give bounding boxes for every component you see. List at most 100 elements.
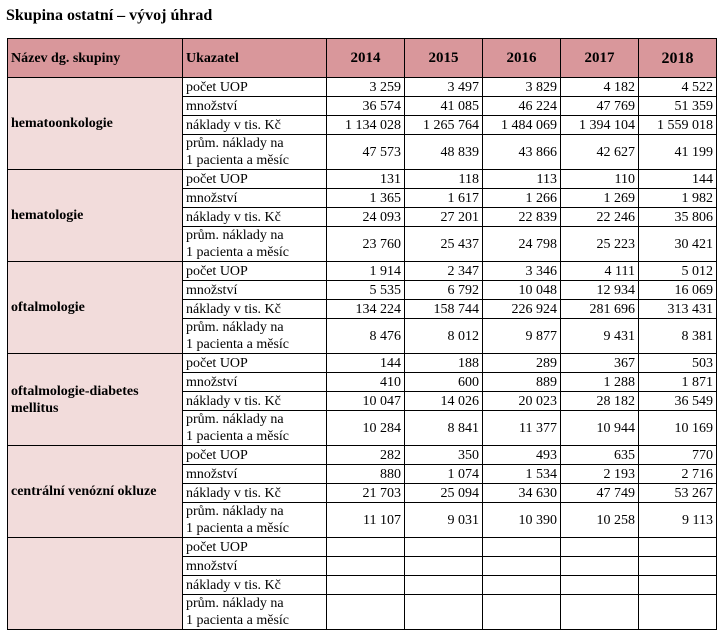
- value-cell: 350: [404, 445, 483, 465]
- value-cell: 144: [326, 353, 405, 373]
- value-cell: 134 224: [326, 299, 405, 319]
- value-cell: [404, 575, 483, 595]
- indicator-cell: množství: [182, 280, 327, 300]
- value-cell: 8 841: [404, 410, 483, 446]
- value-cell: [326, 537, 405, 557]
- value-cell: 1 266: [482, 188, 561, 208]
- value-cell: 36 549: [638, 391, 717, 411]
- value-cell: [638, 537, 717, 557]
- reimbursement-table: Název dg. skupiny Ukazatel 2014 2015 201…: [7, 38, 717, 630]
- value-cell: 1 074: [404, 464, 483, 484]
- value-cell: 9 113: [638, 502, 717, 538]
- table-row: prům. náklady na 1 pacienta a měsíc 10 284…: [8, 410, 717, 446]
- indicator-cell: počet UOP: [182, 537, 327, 557]
- value-cell: 8 381: [638, 318, 717, 354]
- indicator-line: 1 pacienta a měsíc: [186, 429, 290, 444]
- value-cell: 313 431: [638, 299, 717, 319]
- indicator-cell: náklady v tis. Kč: [182, 299, 327, 319]
- value-cell: 27 201: [404, 207, 483, 227]
- value-cell: 2 193: [560, 464, 639, 484]
- indicator-cell: množství: [182, 464, 327, 484]
- value-cell: [404, 556, 483, 576]
- value-cell: 4 182: [560, 77, 639, 97]
- value-cell: 3 497: [404, 77, 483, 97]
- value-cell: 3 259: [326, 77, 405, 97]
- header-group-name: Název dg. skupiny: [7, 38, 183, 78]
- indicator-cell: náklady v tis. Kč: [182, 207, 327, 227]
- indicator-cell: množství: [182, 188, 327, 208]
- value-cell: 10 944: [560, 410, 639, 446]
- table-row: prům. náklady na 1 pacienta a měsíc 47 573…: [8, 134, 717, 170]
- value-cell: 41 199: [638, 134, 717, 170]
- table-row: oftalmologie počet UOP 1 914 2 347 3 346 4 11…: [7, 261, 717, 354]
- value-cell: 47 769: [560, 96, 639, 116]
- value-cell: 5 535: [326, 280, 405, 300]
- group-name-cell: centrální venózní okluze: [7, 445, 183, 538]
- value-cell: 1 982: [638, 188, 717, 208]
- table-row: náklady v tis. Kč 10 047 14 026 20 023 28 18…: [8, 391, 717, 411]
- value-cell: 10 284: [326, 410, 405, 446]
- value-cell: 9 431: [560, 318, 639, 354]
- value-cell: 5 012: [638, 261, 717, 281]
- value-cell: 1 394 104: [560, 115, 639, 135]
- value-cell: 10 047: [326, 391, 405, 411]
- value-cell: 4 522: [638, 77, 717, 97]
- value-cell: 1 617: [404, 188, 483, 208]
- indicator-line: 1 pacienta a měsíc: [186, 613, 290, 628]
- value-cell: 51 359: [638, 96, 717, 116]
- value-cell: [326, 594, 405, 630]
- value-cell: 188: [404, 353, 483, 373]
- indicator-cell: prům. náklady na 1 pacienta a měsíc: [182, 318, 327, 354]
- indicator-cell: náklady v tis. Kč: [182, 483, 327, 503]
- value-cell: 25 094: [404, 483, 483, 503]
- value-cell: 10 169: [638, 410, 717, 446]
- value-cell: 8 476: [326, 318, 405, 354]
- value-cell: 1 484 069: [482, 115, 561, 135]
- value-cell: 1 134 028: [326, 115, 405, 135]
- value-cell: 21 703: [326, 483, 405, 503]
- indicator-line: prům. náklady na: [186, 412, 284, 427]
- table-row: centrální venózní okluze počet UOP 282 350 4…: [7, 445, 717, 538]
- value-cell: 11 107: [326, 502, 405, 538]
- value-cell: 24 093: [326, 207, 405, 227]
- value-cell: 24 798: [482, 226, 561, 262]
- value-cell: 770: [638, 445, 717, 465]
- value-cell: 1 365: [326, 188, 405, 208]
- table-row: množství 1 365 1 617 1 266 1 269 1 982: [8, 188, 717, 208]
- value-cell: 4 111: [560, 261, 639, 281]
- value-cell: 9 877: [482, 318, 561, 354]
- indicator-cell: prům. náklady na 1 pacienta a měsíc: [182, 134, 327, 170]
- value-cell: 367: [560, 353, 639, 373]
- value-cell: 113: [482, 169, 561, 189]
- value-cell: 10 258: [560, 502, 639, 538]
- value-cell: 8 012: [404, 318, 483, 354]
- value-cell: 880: [326, 464, 405, 484]
- value-cell: 1 265 764: [404, 115, 483, 135]
- indicator-line: prům. náklady na: [186, 320, 284, 335]
- header-year: 2016: [482, 38, 561, 78]
- value-cell: 6 792: [404, 280, 483, 300]
- group-name-cell: hematoonkologie: [7, 77, 183, 170]
- value-cell: 25 223: [560, 226, 639, 262]
- value-cell: 144: [638, 169, 717, 189]
- indicator-cell: prům. náklady na 1 pacienta a měsíc: [182, 226, 327, 262]
- value-cell: [326, 575, 405, 595]
- value-cell: 282: [326, 445, 405, 465]
- value-cell: 493: [482, 445, 561, 465]
- indicator-cell: počet UOP: [182, 353, 327, 373]
- value-cell: 1 288: [560, 372, 639, 392]
- value-cell: 889: [482, 372, 561, 392]
- value-cell: 1 559 018: [638, 115, 717, 135]
- value-cell: 131: [326, 169, 405, 189]
- value-cell: 110: [560, 169, 639, 189]
- group-name-cell: hematologie: [7, 169, 183, 262]
- value-cell: 503: [638, 353, 717, 373]
- header-year: 2018: [638, 38, 717, 78]
- indicator-cell: prům. náklady na 1 pacienta a měsíc: [182, 410, 327, 446]
- indicator-cell: náklady v tis. Kč: [182, 391, 327, 411]
- value-cell: 10 048: [482, 280, 561, 300]
- value-cell: 22 246: [560, 207, 639, 227]
- value-cell: 36 574: [326, 96, 405, 116]
- value-cell: 16 069: [638, 280, 717, 300]
- table-row: množství 36 574 41 085 46 224 47 769 51 359: [8, 96, 717, 116]
